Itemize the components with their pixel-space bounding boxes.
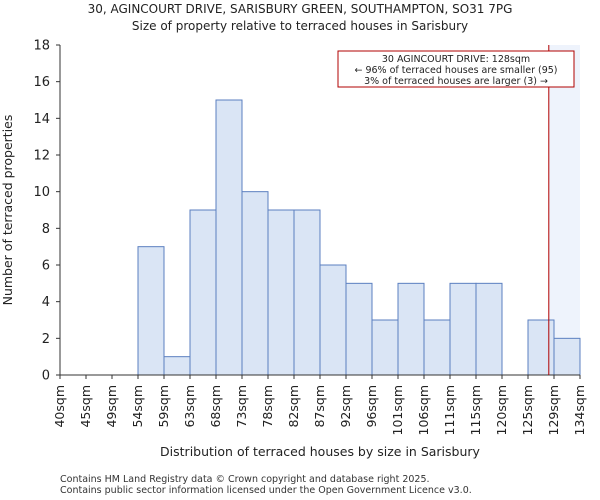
annotation-line-3: 3% of terraced houses are larger (3) → — [364, 76, 548, 87]
y-tick-label: 12 — [33, 149, 50, 164]
histogram-bar — [397, 282, 425, 376]
x-tick-label: 101sqm — [390, 385, 405, 435]
x-tick-label: 96sqm — [364, 385, 379, 428]
histogram-bar — [527, 319, 555, 376]
y-tick-label: 0 — [42, 369, 50, 384]
y-tick-label: 16 — [33, 75, 50, 90]
annotation-box — [337, 50, 575, 88]
x-tick-label: 63sqm — [182, 385, 197, 428]
x-tick-label: 40sqm — [52, 385, 67, 428]
y-tick-label: 8 — [42, 222, 50, 237]
histogram-bar — [319, 264, 347, 376]
y-tick-label: 14 — [33, 112, 50, 127]
x-tick-label: 92sqm — [338, 385, 353, 428]
x-tick-label: 134sqm — [572, 385, 587, 435]
x-tick-label: 49sqm — [104, 385, 119, 428]
histogram-bar — [189, 209, 217, 376]
y-axis-title: Number of terraced properties — [0, 115, 15, 306]
x-tick-label: 82sqm — [286, 385, 301, 428]
x-tick-label: 125sqm — [520, 385, 535, 435]
histogram-bar — [475, 282, 503, 376]
annotation-line-1: 30 AGINCOURT DRIVE: 128sqm — [382, 54, 530, 65]
x-tick-label: 73sqm — [234, 385, 249, 428]
annotation-line-2: ← 96% of terraced houses are smaller (95… — [354, 65, 557, 76]
x-tick-label: 68sqm — [208, 385, 223, 428]
footer-copyright: Contains HM Land Registry data © Crown c… — [60, 474, 430, 485]
y-tick-label: 18 — [33, 39, 50, 54]
histogram-bar — [241, 191, 269, 376]
histogram-bar — [215, 99, 243, 376]
y-tick-label: 4 — [42, 295, 50, 310]
chart-title: 30, AGINCOURT DRIVE, SARISBURY GREEN, SO… — [87, 2, 513, 16]
histogram-bar — [423, 319, 451, 376]
x-tick-label: 54sqm — [130, 385, 145, 428]
histogram-bar — [449, 282, 477, 376]
x-tick-label: 59sqm — [156, 385, 171, 428]
y-tick-label: 2 — [42, 332, 50, 347]
chart-subtitle: Size of property relative to terraced ho… — [131, 19, 469, 33]
x-axis-title: Distribution of terraced houses by size … — [160, 444, 480, 459]
histogram-bar — [137, 246, 165, 376]
histogram-bar — [345, 282, 373, 376]
histogram-bar — [371, 319, 399, 376]
histogram-bar — [553, 337, 581, 376]
histogram-bar — [267, 209, 295, 376]
x-tick-label: 106sqm — [416, 385, 431, 435]
x-tick-label: 87sqm — [312, 385, 327, 428]
footer-licence: Contains public sector information licen… — [60, 485, 472, 496]
x-tick-label: 115sqm — [468, 385, 483, 435]
x-tick-label: 78sqm — [260, 385, 275, 428]
y-tick-label: 6 — [42, 259, 50, 274]
y-tick-label: 10 — [33, 185, 50, 200]
x-tick-label: 129sqm — [546, 385, 561, 435]
x-tick-label: 45sqm — [78, 385, 93, 428]
histogram-bar — [163, 356, 191, 376]
x-tick-label: 120sqm — [494, 385, 509, 435]
histogram-bar — [293, 209, 321, 376]
x-tick-label: 111sqm — [442, 385, 457, 435]
